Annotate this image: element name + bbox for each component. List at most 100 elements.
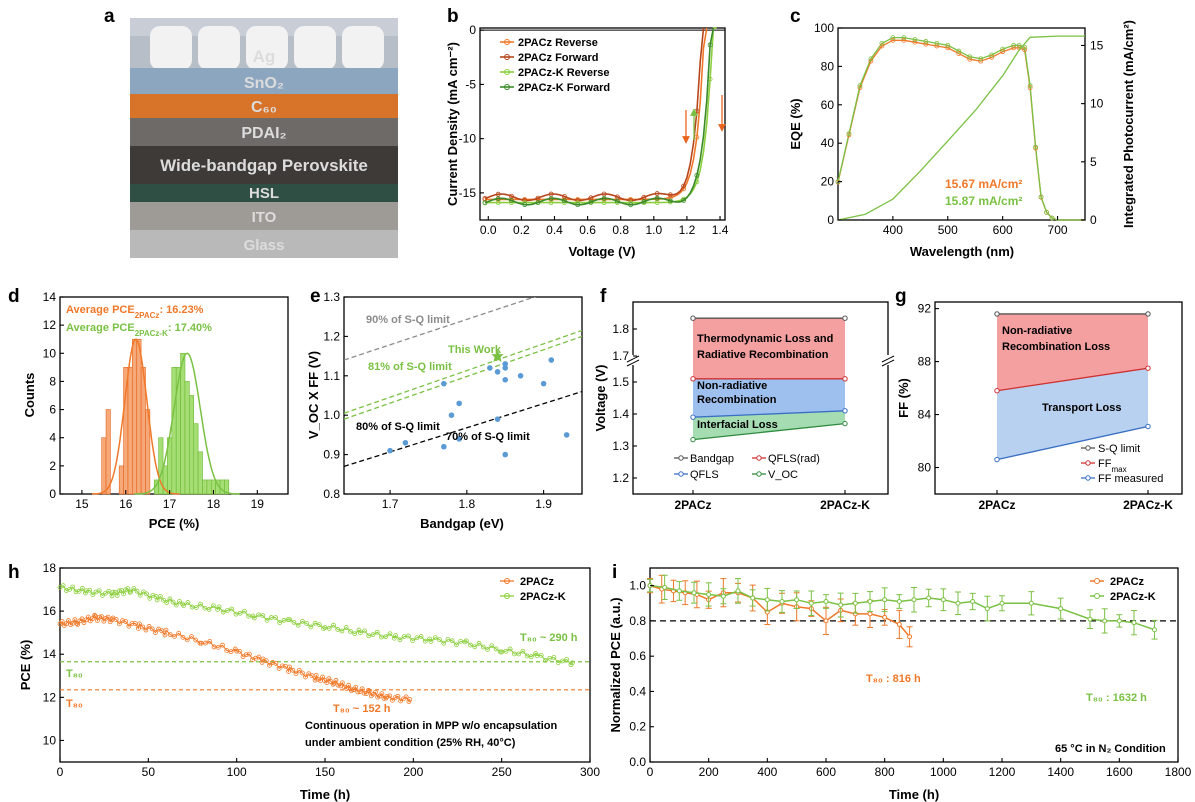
legend-marker (1085, 475, 1091, 481)
pce-point (73, 589, 79, 595)
pce-point (154, 597, 160, 603)
eqe-point (1027, 85, 1033, 91)
pce-point (185, 600, 191, 605)
pce-point (131, 586, 137, 591)
ag-electrode-5 (342, 26, 384, 70)
y-tick-label: 4 (49, 431, 56, 445)
pce-point (251, 615, 257, 621)
region-label: Interfacial Loss (697, 419, 778, 431)
label-pdai2: PDAI₂ (241, 125, 286, 142)
pce-point (291, 619, 297, 625)
pce-point (128, 589, 134, 595)
reference-label: T₈₀ (66, 668, 83, 680)
pce-point (395, 693, 401, 699)
pce-point (220, 609, 226, 615)
y-tick-label: 1.7 (612, 349, 629, 363)
label-perovskite: Wide-bandgap Perovskite (160, 156, 368, 175)
x-tick-label: 800 (875, 765, 895, 779)
normalized-pce-point (706, 591, 712, 597)
sq-annotation: 80% of S-Q limit (356, 421, 440, 433)
legend-label-text: FF (1098, 458, 1112, 470)
pce-point (363, 691, 369, 697)
legend-marker (504, 578, 510, 584)
legend-label: 2PACz (1110, 576, 1145, 588)
y-tick-label: 8 (49, 374, 56, 388)
pce-point (543, 657, 548, 663)
annotation-subscript: 2PACz-K (135, 329, 168, 338)
legend-marker (756, 455, 762, 461)
pce-point (564, 657, 570, 662)
pce-point (129, 620, 135, 626)
pce-point (379, 691, 385, 697)
pce-point (215, 606, 220, 612)
pce-point (263, 658, 269, 664)
pce-point (99, 614, 105, 620)
pce-point (256, 654, 262, 660)
eqe-point (1038, 194, 1044, 200)
pce-point (60, 583, 66, 589)
pce-point (393, 633, 399, 638)
x-tick-label: 0 (57, 765, 64, 779)
legend-label: 2PACz Forward (518, 52, 598, 64)
sq-limit-line (344, 297, 537, 361)
eqe-point (901, 35, 907, 40)
x-tick-label: 0.8 (612, 223, 629, 237)
literature-point (487, 365, 493, 371)
annotation-jsc-2pacz-k: 15.87 mA/cm² (945, 194, 1022, 208)
normalized-pce-point (882, 597, 888, 603)
axis-break-mark (626, 359, 640, 367)
y-tick-label: 16 (43, 604, 57, 618)
pce-point (164, 600, 170, 605)
legend-label: Bandgap (690, 453, 734, 465)
sq-annotation: 90% of S-Q limit (366, 314, 450, 326)
pce-point (149, 626, 155, 632)
pce-point (126, 623, 132, 629)
legend-label-text: FF measured (1098, 473, 1163, 485)
pce-point (449, 638, 455, 644)
annotation-text: Average PCE (66, 304, 135, 316)
panel-letter-e: e (310, 286, 321, 307)
axis-break-mark (881, 359, 895, 367)
axis-break-mask (627, 355, 639, 365)
y-tick-label: 10 (1090, 97, 1104, 111)
pce-point (303, 674, 308, 680)
pce-point (397, 637, 403, 643)
pce-point (229, 606, 235, 612)
x-tick-label: 1.8 (458, 497, 475, 511)
label-hsl: HSL (249, 185, 279, 202)
chart-jv-curves: 2PACz Reverse 2PACz Forward 2PACz-K Revers… (445, 23, 729, 259)
legend-label-text: S-Q limit (1098, 443, 1140, 455)
pce-point (324, 680, 330, 685)
legend-label: 2PACz-K Reverse (518, 67, 610, 79)
y-tick-label: 1.4 (612, 407, 629, 421)
jv-point (535, 200, 541, 205)
pce-point (353, 684, 359, 690)
x-tick-label: 0.4 (546, 223, 563, 237)
pce-point (181, 603, 187, 609)
category-label: 2PACz-K (820, 498, 870, 512)
y-tick-label: 0.8 (629, 614, 646, 628)
y-axis-label: Normalized PCE (a.u.) (608, 597, 623, 732)
loss-point (690, 436, 696, 443)
layer-glass (130, 230, 398, 258)
eqe-point (1016, 42, 1022, 48)
x-tick-label: 1.9 (535, 497, 552, 511)
jv-point (641, 199, 647, 205)
pce-point (547, 655, 553, 661)
normalized-pce-point (823, 618, 829, 624)
jv-point (601, 195, 607, 201)
histogram-bar (224, 479, 230, 495)
pce-point (405, 633, 411, 639)
normalized-pce-point (907, 634, 913, 640)
eqe-point (1049, 215, 1055, 221)
jv-point (575, 202, 581, 208)
plot-frame (934, 301, 1183, 495)
pce-point (293, 671, 299, 677)
pce-point (75, 621, 81, 627)
panel-letter-f: f (600, 286, 607, 307)
jv-point (654, 195, 660, 201)
chart-mpp-stability: 2PACz 2PACz-K T₈₀ T₈₀ T₈₀ ~ 290 h T₈₀ ~ 152 h… (18, 561, 600, 802)
literature-point (387, 447, 393, 454)
histogram-bar (189, 395, 195, 495)
